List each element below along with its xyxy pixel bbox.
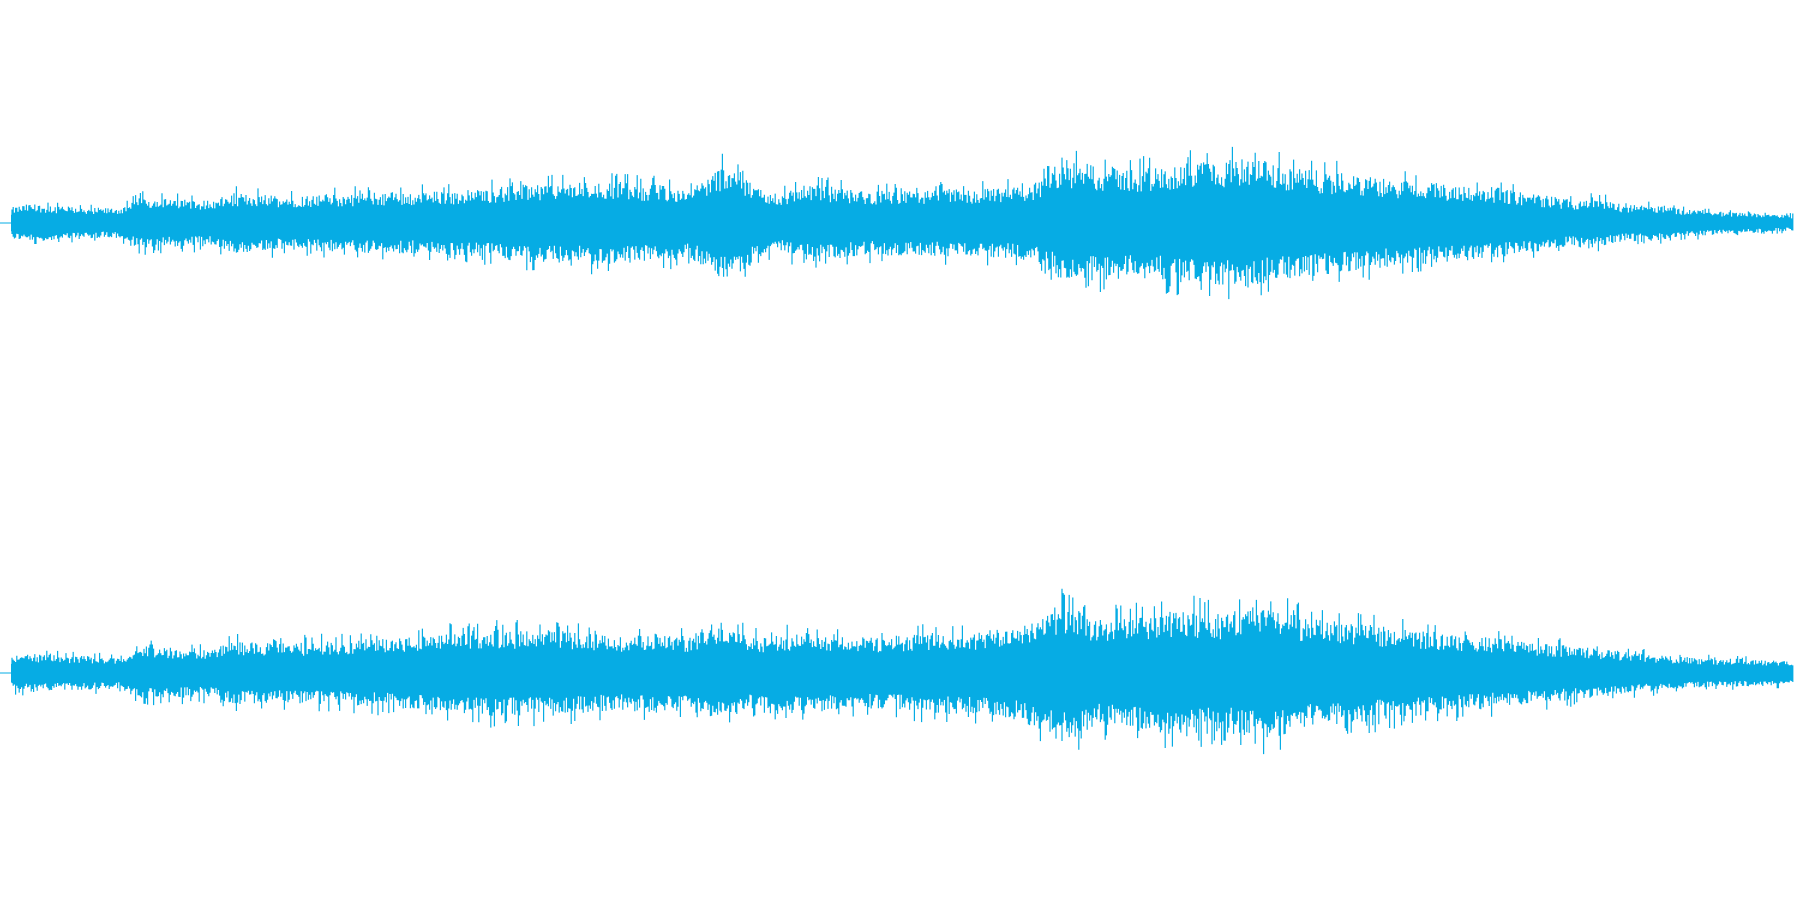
waveform-core — [11, 188, 1793, 258]
waveform-channel-2 — [0, 588, 1794, 755]
waveform-core — [11, 636, 1793, 710]
waveform-channel-1 — [0, 146, 1794, 300]
